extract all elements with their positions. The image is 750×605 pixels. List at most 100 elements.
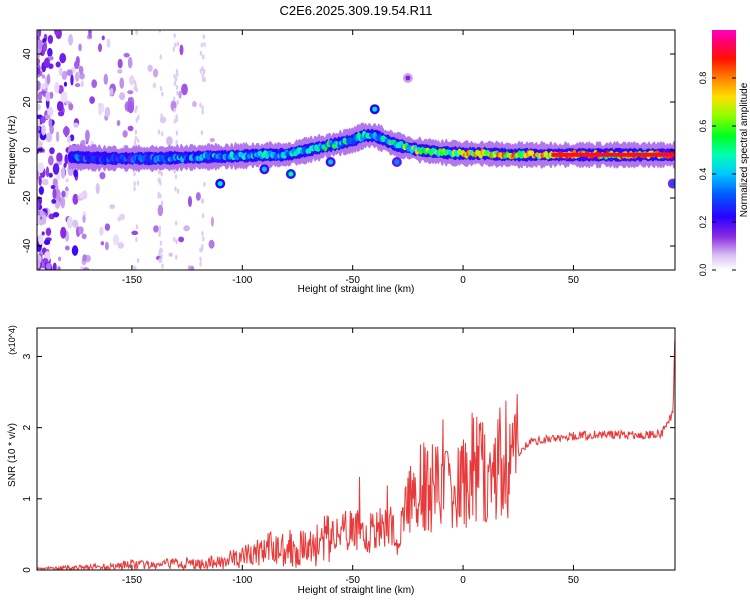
colorbar-tick-label: 0.8 bbox=[698, 72, 708, 85]
snr-x-tick-label: 50 bbox=[568, 575, 580, 586]
heatmap-speckle bbox=[61, 190, 66, 198]
heatmap-blob bbox=[670, 181, 675, 187]
heatmap-streak bbox=[160, 171, 163, 177]
heatmap-speckle bbox=[122, 130, 128, 138]
spectrogram-x-ticks: -150 -100 -50 0 50 bbox=[122, 30, 579, 286]
heatmap-speckle bbox=[55, 188, 61, 201]
heatmap-speckle bbox=[46, 73, 51, 85]
heatmap-speckle bbox=[56, 100, 63, 112]
heatmap-streak bbox=[202, 34, 205, 40]
heatmap-speckle bbox=[37, 39, 43, 50]
heatmap-speckle bbox=[85, 129, 90, 142]
heatmap-speckle bbox=[104, 223, 111, 231]
heatmap-streak bbox=[200, 42, 204, 48]
heatmap-speckle bbox=[57, 111, 65, 117]
colorbar-tick-label: 0.6 bbox=[698, 120, 708, 133]
heatmap-speckle bbox=[147, 64, 153, 73]
heatmap-speckle bbox=[71, 245, 79, 256]
heatmap-streak bbox=[135, 30, 138, 35]
heatmap-speckle bbox=[192, 100, 197, 108]
heatmap-streak bbox=[199, 50, 203, 56]
heatmap-speckle bbox=[58, 84, 64, 95]
heatmap-streak bbox=[161, 91, 164, 97]
heatmap-speckle bbox=[42, 257, 49, 264]
heatmap-speckle bbox=[168, 252, 173, 257]
snr-x-tick-label: -50 bbox=[345, 575, 360, 586]
heatmap-streak bbox=[161, 263, 164, 269]
heatmap-streak bbox=[173, 118, 176, 124]
heatmap-streak bbox=[200, 130, 204, 136]
heatmap-speckle bbox=[40, 115, 46, 124]
snr-y-tick-label: 0 bbox=[22, 567, 33, 573]
heatmap-speckle bbox=[127, 56, 133, 69]
heatmap-streak bbox=[175, 69, 179, 75]
heatmap-speckle bbox=[78, 43, 82, 52]
heatmap-speckle bbox=[82, 254, 87, 262]
heatmap-speckle bbox=[60, 226, 67, 239]
heatmap-streak bbox=[172, 46, 176, 52]
heatmap-streak bbox=[173, 168, 176, 174]
heatmap-speckle bbox=[82, 215, 86, 223]
heatmap-speckle bbox=[58, 66, 63, 77]
heatmap-streak bbox=[202, 76, 205, 82]
heatmap-streak bbox=[174, 186, 177, 192]
heatmap-speckle bbox=[57, 256, 62, 262]
colorbar-tick-label: 0.2 bbox=[698, 216, 708, 229]
heatmap-peak-stripe bbox=[551, 152, 675, 157]
heatmap-streak bbox=[133, 265, 136, 270]
heatmap-speckle bbox=[50, 184, 56, 190]
heatmap-speckle bbox=[44, 114, 51, 120]
heatmap-streak bbox=[133, 171, 136, 177]
snr-plot-area bbox=[37, 328, 675, 570]
heatmap-speckle bbox=[72, 219, 79, 228]
heatmap-speckle bbox=[129, 75, 135, 86]
heatmap-speckle bbox=[37, 30, 42, 38]
heatmap-streak bbox=[175, 84, 179, 90]
heatmap-speckle bbox=[38, 186, 44, 195]
snr-y-multiplier: (x10^4) bbox=[7, 325, 17, 355]
heatmap-streak bbox=[157, 129, 161, 135]
heatmap-streak bbox=[137, 114, 140, 120]
heatmap-speckle bbox=[82, 267, 90, 270]
heatmap-streak bbox=[176, 90, 179, 96]
snr-y-tick-label: 3 bbox=[22, 353, 33, 359]
heatmap-streak bbox=[137, 138, 140, 144]
heatmap-speckle bbox=[60, 167, 66, 179]
heatmap-speckle bbox=[43, 41, 48, 52]
heatmap-speckle bbox=[48, 118, 53, 128]
heatmap-speckle bbox=[52, 262, 57, 270]
heatmap-streak bbox=[173, 73, 176, 79]
heatmap-streak bbox=[158, 30, 162, 33]
colorbar-tick-label: 0.0 bbox=[698, 264, 708, 277]
heatmap-blob bbox=[261, 166, 267, 172]
heatmap-speckle bbox=[41, 124, 46, 136]
heatmap-blob bbox=[217, 181, 223, 187]
heatmap-streak bbox=[199, 247, 202, 253]
heatmap-speckle bbox=[45, 262, 52, 270]
heatmap-speckle bbox=[183, 225, 190, 232]
heatmap-streak bbox=[158, 225, 162, 231]
heatmap-speckle bbox=[42, 178, 49, 186]
heatmap-speckle bbox=[98, 43, 103, 53]
heatmap-speckle bbox=[45, 132, 53, 143]
heatmap-speckle bbox=[43, 239, 51, 246]
heatmap-streak bbox=[158, 229, 161, 235]
heatmap-speckle bbox=[37, 200, 40, 207]
heatmap-streak bbox=[201, 198, 204, 204]
heatmap-speckle bbox=[106, 38, 111, 48]
heatmap-speckle bbox=[49, 91, 54, 99]
heatmap-speckle bbox=[89, 96, 95, 104]
heatmap-streak bbox=[173, 236, 176, 242]
heatmap-speckle bbox=[208, 239, 215, 249]
heatmap-speckle bbox=[64, 245, 70, 251]
snr-x-ticks: -150 -100 -50 0 50 bbox=[122, 328, 580, 586]
heatmap-streak bbox=[201, 105, 204, 111]
heatmap-speckle bbox=[104, 241, 109, 251]
heatmap-speckle bbox=[101, 35, 105, 41]
heatmap-speckle bbox=[68, 103, 74, 111]
heatmap-speckle bbox=[45, 227, 52, 237]
heatmap-speckle bbox=[116, 120, 121, 127]
heatmap-blob bbox=[372, 106, 378, 112]
heatmap-streak bbox=[203, 181, 206, 187]
